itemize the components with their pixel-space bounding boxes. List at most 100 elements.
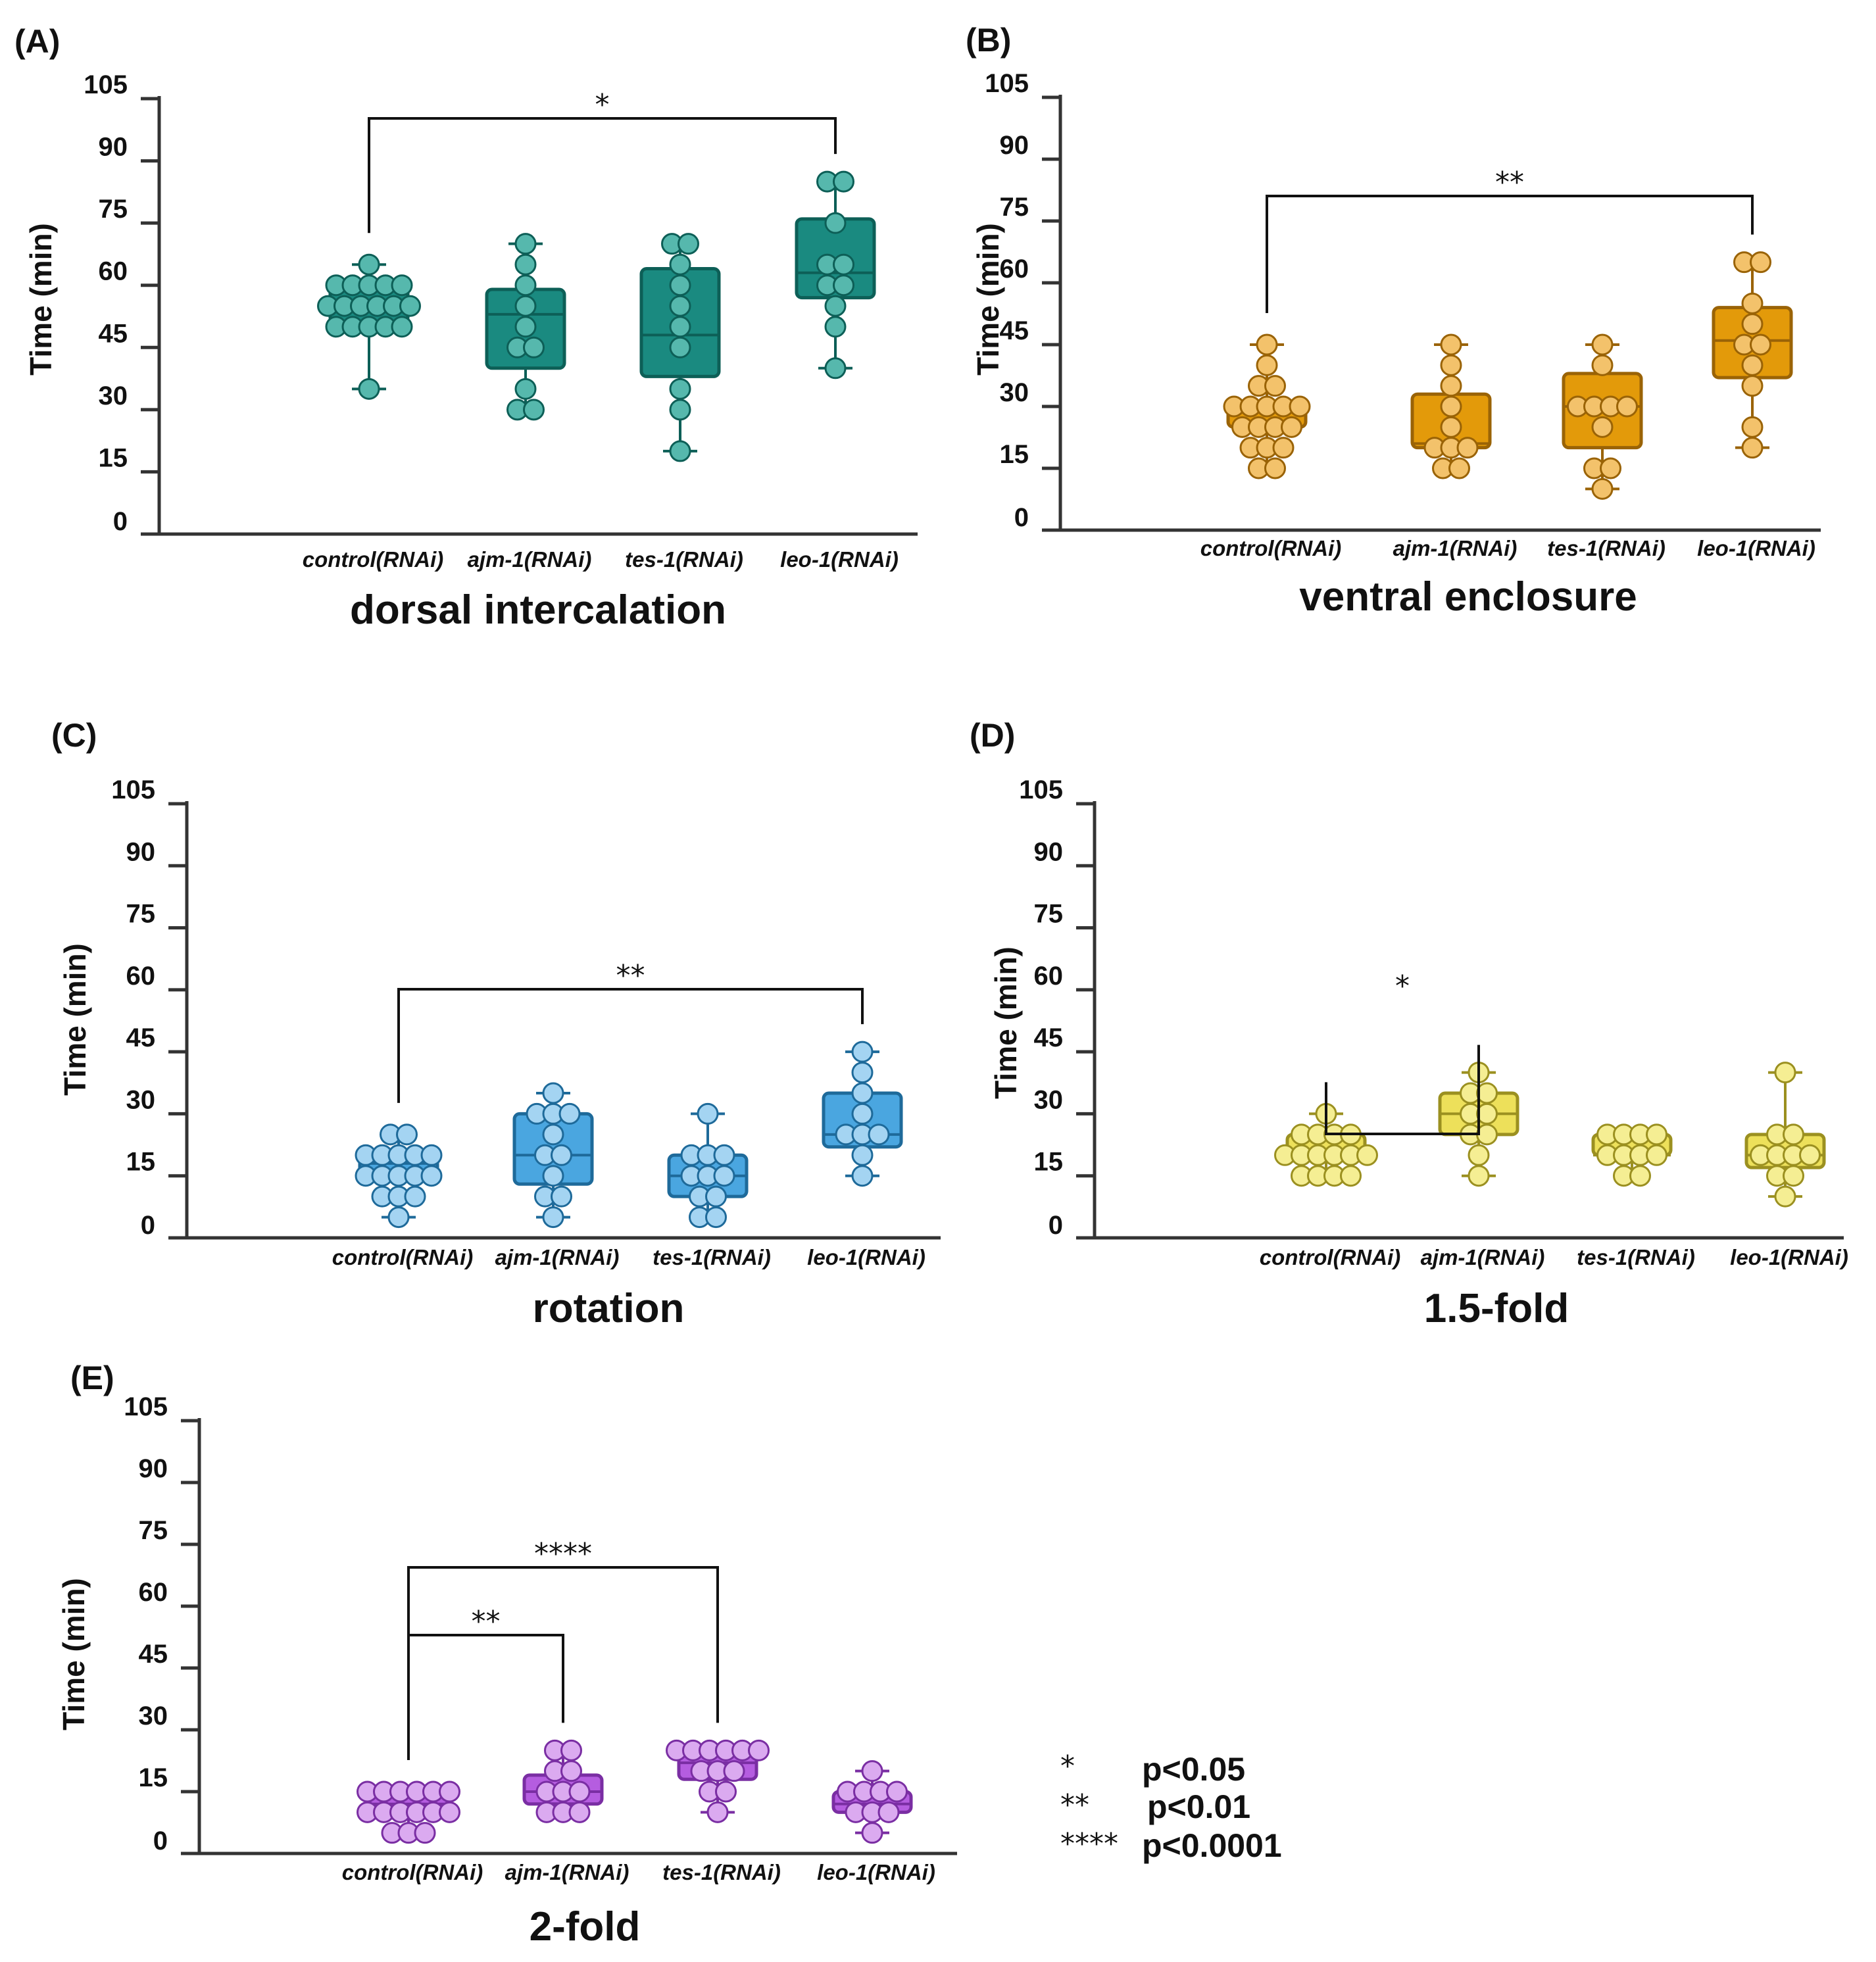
data-point [715, 1780, 737, 1803]
legend-stars-2: ** [1060, 1788, 1089, 1822]
legend-text-1: p<0.05 [1142, 1751, 1245, 1788]
data-point [514, 316, 537, 338]
box-plot-4 [1712, 251, 1793, 459]
data-point [1774, 1062, 1796, 1084]
data-point [358, 378, 380, 400]
data-point [560, 1760, 582, 1782]
significance-stars: ** [616, 959, 645, 993]
data-point [514, 274, 537, 297]
y-tick-label: 45 [1000, 316, 1029, 345]
data-point [669, 295, 691, 317]
data-point [1264, 457, 1286, 479]
y-tick-label: 30 [99, 381, 128, 410]
x-category-label: leo-1(RNAi) [817, 1860, 935, 1884]
box-plot-1 [1274, 1102, 1378, 1187]
data-point [669, 399, 691, 421]
y-tick-label: 75 [139, 1516, 168, 1545]
data-point [414, 1822, 436, 1844]
data-point [551, 1185, 572, 1208]
y-tick-label: 75 [1034, 900, 1064, 929]
data-point [420, 1144, 443, 1166]
box-plot-4 [822, 1041, 903, 1187]
data-point [1629, 1165, 1651, 1187]
data-point [1799, 1144, 1821, 1166]
y-tick-label: 30 [126, 1085, 156, 1114]
x-category-label: control(RNAi) [342, 1860, 483, 1884]
data-point [669, 316, 691, 338]
data-point [669, 253, 691, 276]
x-category-label: tes-1(RNAi) [1547, 536, 1666, 560]
panel-letter: (D) [970, 717, 1015, 754]
y-tick-label: 30 [1000, 378, 1029, 407]
significance-stars: **** [534, 1537, 592, 1571]
y-tick-label: 45 [1034, 1023, 1064, 1052]
data-point [1264, 375, 1286, 397]
x-axis-title: 2-fold [530, 1904, 641, 1950]
legend-stars-3: **** [1060, 1827, 1118, 1861]
box-plot-4 [1744, 1062, 1826, 1208]
x-category-label: tes-1(RNAi) [625, 547, 743, 572]
x-category-label: leo-1(RNAi) [780, 547, 899, 572]
data-point [678, 233, 699, 255]
box-plot-1 [357, 1780, 460, 1844]
data-point [886, 1780, 908, 1803]
data-point [523, 336, 545, 358]
legend-stars-1: * [1060, 1750, 1075, 1783]
data-point [1468, 1144, 1490, 1166]
data-point [1741, 437, 1764, 459]
data-point [1741, 354, 1764, 376]
data-point [1616, 395, 1638, 418]
data-point [1741, 375, 1764, 397]
y-tick-label: 105 [985, 69, 1029, 98]
data-point [824, 212, 847, 234]
panel-letter: (E) [70, 1360, 114, 1396]
box-plot-2 [522, 1739, 604, 1823]
y-tick-label: 75 [1000, 193, 1029, 222]
significance-bracket [1325, 1044, 1480, 1135]
y-tick-label: 60 [99, 257, 128, 286]
box-plot-2 [485, 233, 566, 421]
x-axis-title: 1.5-fold [1424, 1286, 1569, 1331]
y-tick-label: 90 [1034, 837, 1064, 866]
significance-bracket [407, 1634, 564, 1760]
data-point [1356, 1144, 1378, 1166]
data-point [358, 253, 380, 276]
box-plot-3 [639, 233, 721, 462]
x-category-label: ajm-1(RNAi) [1393, 536, 1518, 560]
x-category-label: ajm-1(RNAi) [495, 1245, 620, 1269]
y-tick-label: 30 [1034, 1085, 1064, 1114]
x-category-label: leo-1(RNAi) [807, 1245, 926, 1269]
data-point [514, 378, 537, 400]
data-point [669, 336, 691, 358]
box-plot-3 [667, 1102, 749, 1229]
x-category-label: control(RNAi) [1200, 536, 1341, 560]
data-point [1646, 1123, 1667, 1146]
data-point [523, 399, 545, 421]
panel-e: (E) 0 15 30 45 60 75 90 105 Time (min) control(RNA… [57, 1360, 957, 1950]
data-point [1281, 416, 1302, 438]
panel-letter: (C) [51, 717, 97, 754]
panel-c: (C) 0 15 30 45 60 75 90 105 Time (min) control(RNA… [51, 717, 941, 1331]
panel-b: (B) 0 15 30 45 60 75 90 105 Time (min) control(RNA… [966, 22, 1821, 620]
y-axis-title: Time (min) [57, 1578, 91, 1730]
y-tick-label: 90 [139, 1454, 168, 1483]
data-point [669, 440, 691, 462]
x-axis-title: ventral enclosure [1299, 574, 1637, 620]
x-axis-title: dorsal intercalation [350, 587, 726, 633]
box-plot-2 [512, 1082, 594, 1229]
data-point [560, 1739, 582, 1761]
x-category-label: ajm-1(RNAi) [1421, 1245, 1545, 1269]
y-tick-label: 90 [1000, 131, 1029, 160]
significance-legend: * p<0.05 ** p<0.01 **** p<0.0001 [1060, 1750, 1282, 1864]
data-point [824, 295, 847, 317]
data-point [542, 1165, 564, 1187]
data-point [669, 378, 691, 400]
data-point [1340, 1165, 1362, 1187]
data-point [1591, 478, 1614, 500]
box-plot-1 [1223, 333, 1311, 479]
y-axis-title: Time (min) [989, 946, 1023, 1099]
data-point [1440, 416, 1462, 438]
box-plot-4 [795, 170, 876, 380]
data-point [1256, 354, 1278, 376]
